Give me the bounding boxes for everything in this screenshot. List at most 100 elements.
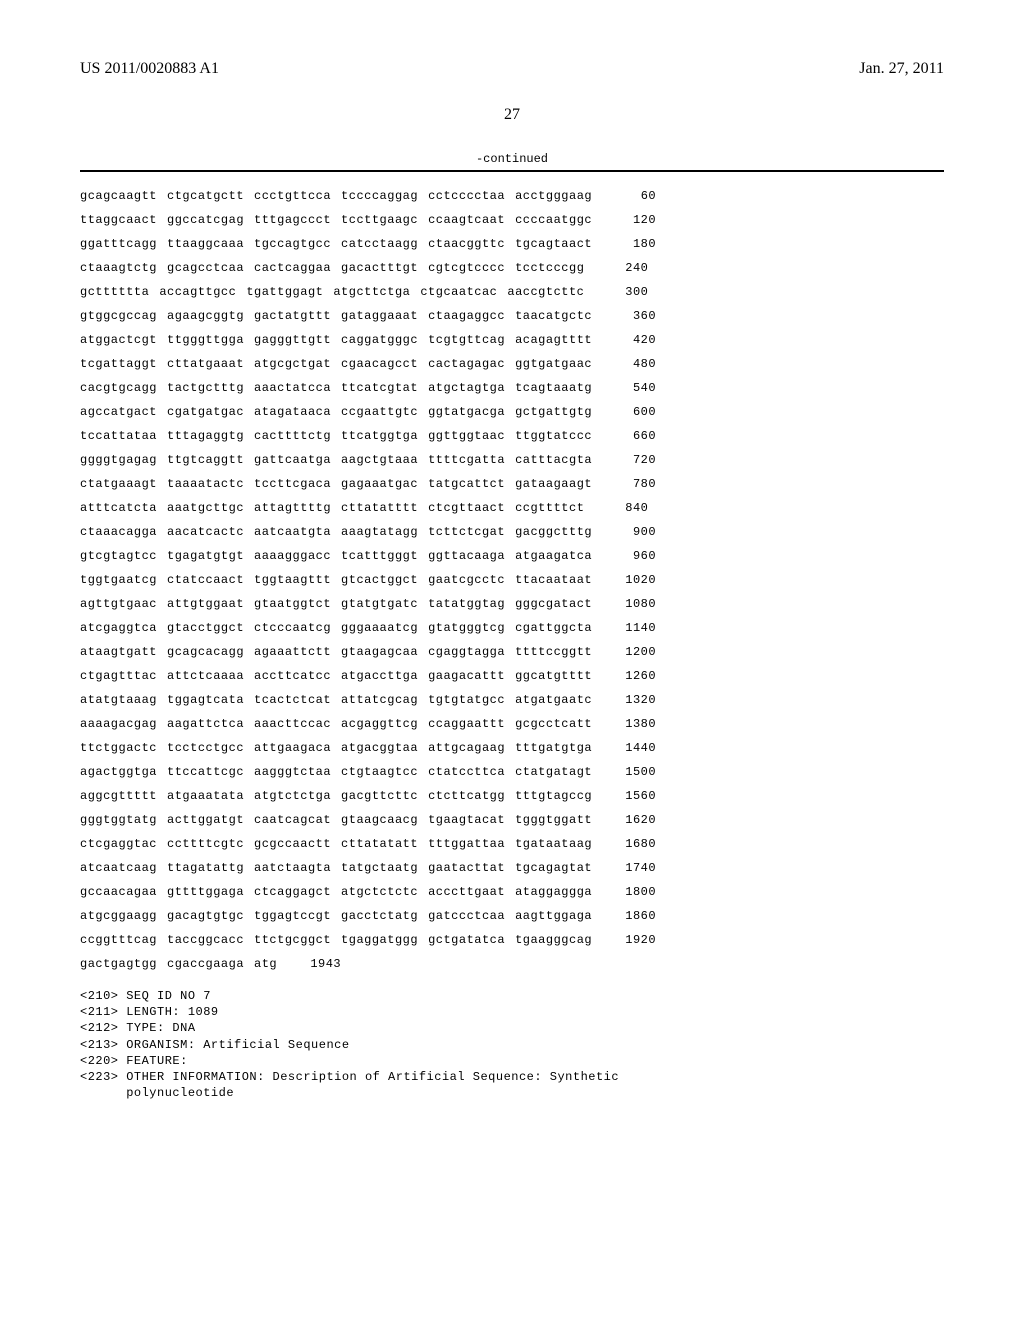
sequence-group: tccttcgaca bbox=[254, 478, 331, 490]
sequence-group: aggcgttttt bbox=[80, 790, 157, 802]
sequence-index: 1140 bbox=[616, 622, 656, 634]
sequence-row: ctgagtttacattctcaaaaaccttcatccatgaccttga… bbox=[80, 670, 944, 682]
sequence-group: caatcagcat bbox=[254, 814, 331, 826]
publication-date: Jan. 27, 2011 bbox=[859, 60, 944, 78]
sequence-groups: ctaaagtctggcagcctcaacactcaggaagacactttgt… bbox=[80, 262, 584, 274]
sequence-group: ctatccttca bbox=[428, 766, 505, 778]
sequence-group: tccccaggag bbox=[341, 190, 418, 202]
sequence-row: ctatgaaagttaaaatactctccttcgacagagaaatgac… bbox=[80, 478, 944, 490]
sequence-row: atttcatctaaaatgcttgcattagttttgcttatatttt… bbox=[80, 502, 944, 514]
sequence-group: ttgggttgga bbox=[167, 334, 244, 346]
sequence-row: gggtggtatgacttggatgtcaatcagcatgtaagcaacg… bbox=[80, 814, 944, 826]
sequence-row: atggactcgtttgggttggagagggttgttcaggatgggc… bbox=[80, 334, 944, 346]
sequence-group: gataagaagt bbox=[515, 478, 592, 490]
sequence-group: ttacaataat bbox=[515, 574, 592, 586]
sequence-group: tgcagagtat bbox=[515, 862, 592, 874]
sequence-groups: atttcatctaaaatgcttgcattagttttgcttatatttt… bbox=[80, 502, 584, 514]
sequence-groups: gcttttttaaccagttgcctgattggagtatgcttctgac… bbox=[80, 286, 584, 298]
sequence-index: 300 bbox=[608, 286, 648, 298]
sequence-group: ctcgaggtac bbox=[80, 838, 157, 850]
sequence-row: ccggtttcagtaccggcaccttctgcggcttgaggatggg… bbox=[80, 934, 944, 946]
sequence-groups: atcgaggtcagtacctggctctcccaatcggggaaaatcg… bbox=[80, 622, 592, 634]
sequence-group: agaagcggtg bbox=[167, 310, 244, 322]
sequence-group: ggtatgacga bbox=[428, 406, 505, 418]
patent-page: US 2011/0020883 A1 Jan. 27, 2011 27 -con… bbox=[0, 0, 1024, 1141]
sequence-group: gtggcgccag bbox=[80, 310, 157, 322]
sequence-group: ccaagtcaat bbox=[428, 214, 505, 226]
sequence-group: gggcgatact bbox=[515, 598, 592, 610]
sequence-group: tcctcccgg bbox=[515, 262, 584, 274]
sequence-group: ccaggaattt bbox=[428, 718, 505, 730]
sequence-group: tggagtcata bbox=[167, 694, 244, 706]
sequence-group: attagttttg bbox=[254, 502, 331, 514]
sequence-group: aaccgtcttc bbox=[507, 286, 584, 298]
sequence-index: 1920 bbox=[616, 934, 656, 946]
sequence-group: cttatatatt bbox=[341, 838, 418, 850]
sequence-group: tttgagccct bbox=[254, 214, 331, 226]
sequence-groups: aaaagacgagaagattctcaaaacttccacacgaggttcg… bbox=[80, 718, 592, 730]
sequence-index: 1500 bbox=[616, 766, 656, 778]
sequence-groups: tcgattaggtcttatgaaatatgcgctgatcgaacagcct… bbox=[80, 358, 592, 370]
sequence-group: gataggaaat bbox=[341, 310, 418, 322]
sequence-group: aaaagggacc bbox=[254, 550, 331, 562]
sequence-group: ttctggactc bbox=[80, 742, 157, 754]
sequence-group: aaactatcca bbox=[254, 382, 331, 394]
sequence-group: ctaaagtctg bbox=[80, 262, 157, 274]
sequence-row: cacgtgcaggtactgctttgaaactatccattcatcgtat… bbox=[80, 382, 944, 394]
sequence-index: 60 bbox=[616, 190, 656, 202]
sequence-group: aaagtatagg bbox=[341, 526, 418, 538]
sequence-group: gtaagcaacg bbox=[341, 814, 418, 826]
sequence-index: 240 bbox=[608, 262, 648, 274]
sequence-groups: ctcgaggtacccttttcgtcgcgccaacttcttatatatt… bbox=[80, 838, 592, 850]
sequence-group: gtcactggct bbox=[341, 574, 418, 586]
sequence-listing: gcagcaagttctgcatgcttccctgttccatccccaggag… bbox=[80, 190, 944, 970]
sequence-group: ctgagtttac bbox=[80, 670, 157, 682]
sequence-groups: atcaatcaagttagatattgaatctaagtatatgctaatg… bbox=[80, 862, 592, 874]
sequence-group: ctgcatgctt bbox=[167, 190, 244, 202]
sequence-group: acagagtttt bbox=[515, 334, 592, 346]
sequence-group: cactcaggaa bbox=[254, 262, 331, 274]
sequence-group: gacgttcttc bbox=[341, 790, 418, 802]
sequence-group: gaatacttat bbox=[428, 862, 505, 874]
sequence-group: ggcatgtttt bbox=[515, 670, 592, 682]
sequence-group: acttggatgt bbox=[167, 814, 244, 826]
sequence-group: gacagtgtgc bbox=[167, 910, 244, 922]
sequence-group: gtatgtgatc bbox=[341, 598, 418, 610]
sequence-groups: atggactcgtttgggttggagagggttgttcaggatgggc… bbox=[80, 334, 592, 346]
sequence-row: aaaagacgagaagattctcaaaacttccacacgaggttcg… bbox=[80, 718, 944, 730]
sequence-group: ctaagaggcc bbox=[428, 310, 505, 322]
sequence-group: tgaggatggg bbox=[341, 934, 418, 946]
sequence-group: gactgagtgg bbox=[80, 958, 157, 970]
sequence-group: tggagtccgt bbox=[254, 910, 331, 922]
sequence-group: gtaagagcaa bbox=[341, 646, 418, 658]
sequence-groups: gtcgtagtcctgagatgtgtaaaagggacctcatttgggt… bbox=[80, 550, 592, 562]
sequence-group: attgaagaca bbox=[254, 742, 331, 754]
sequence-group: ctgcaatcac bbox=[420, 286, 497, 298]
sequence-group: tgccagtgcc bbox=[254, 238, 331, 250]
sequence-group: atgaccttga bbox=[341, 670, 418, 682]
sequence-group: cactagagac bbox=[428, 358, 505, 370]
sequence-group: gtatgggtcg bbox=[428, 622, 505, 634]
sequence-group: agccatgact bbox=[80, 406, 157, 418]
sequence-index: 540 bbox=[616, 382, 656, 394]
sequence-group: cgtcgtcccc bbox=[428, 262, 505, 274]
horizontal-rule-bottom bbox=[80, 171, 944, 172]
sequence-index: 420 bbox=[616, 334, 656, 346]
sequence-group: tatatggtag bbox=[428, 598, 505, 610]
sequence-row: gccaacagaagttttggagactcaggagctatgctctctc… bbox=[80, 886, 944, 898]
page-header: US 2011/0020883 A1 Jan. 27, 2011 bbox=[80, 60, 944, 78]
sequence-group: tgtgtatgcc bbox=[428, 694, 505, 706]
sequence-group: gggaaaatcg bbox=[341, 622, 418, 634]
sequence-group: ctcaggagct bbox=[254, 886, 331, 898]
sequence-group: atg bbox=[254, 958, 277, 970]
sequence-group: gctttttta bbox=[80, 286, 149, 298]
sequence-index: 1260 bbox=[616, 670, 656, 682]
sequence-group: ggatttcagg bbox=[80, 238, 157, 250]
sequence-group: tccattataa bbox=[80, 430, 157, 442]
sequence-group: gttttggaga bbox=[167, 886, 244, 898]
sequence-group: ttaaggcaaa bbox=[167, 238, 244, 250]
sequence-row: ctaaacaggaaacatcactcaatcaatgtaaaagtatagg… bbox=[80, 526, 944, 538]
sequence-group: attatcgcag bbox=[341, 694, 418, 706]
sequence-groups: agccatgactcgatgatgacatagataacaccgaattgtc… bbox=[80, 406, 592, 418]
sequence-group: ctaaacagga bbox=[80, 526, 157, 538]
